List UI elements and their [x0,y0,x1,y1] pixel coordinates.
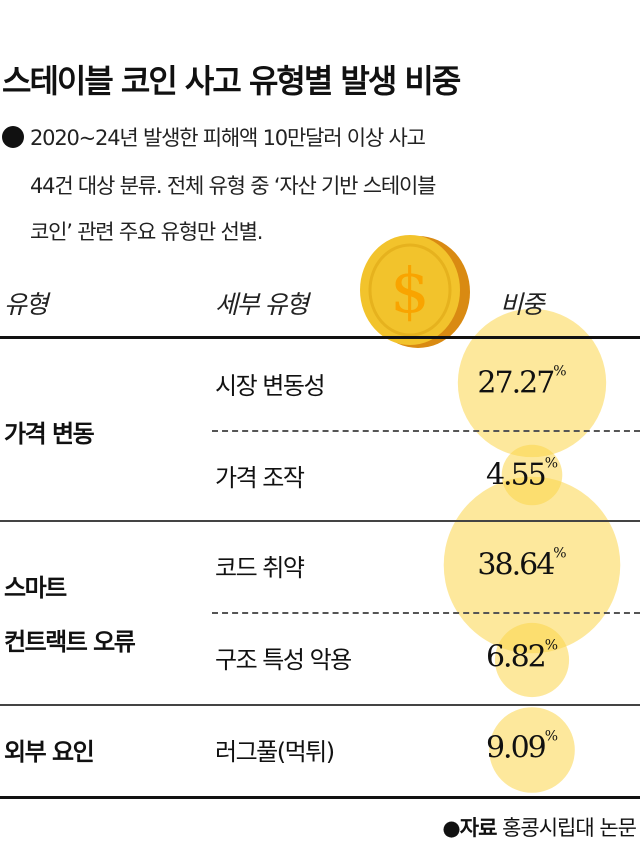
page-title: 스테이블 코인 사고 유형별 발생 비중 [2,62,461,100]
category-label: 외부 요인 [4,738,95,766]
share-value: 9.09% [485,728,559,766]
divider [0,336,640,339]
share-value: 6.82% [485,637,559,675]
subtype-label: 가격 조작 [215,464,305,492]
bullet-icon [2,126,24,148]
share-bubble [494,622,570,698]
divider [0,796,640,799]
source-text: 홍콩시립대 논문 [502,816,637,840]
share-bubble [457,308,607,458]
subtype-label: 구조 특성 악용 [215,646,352,674]
note-line: 코인’ 관련 주요 유형만 선별. [30,220,263,244]
column-header-type: 유형 [4,290,49,319]
subtype-label: 시장 변동성 [215,372,326,400]
column-header-subtype: 세부 유형 [215,290,309,319]
share-bubble [489,707,575,793]
share-value: 4.55% [485,455,559,493]
divider [0,520,640,522]
svg-text:$: $ [390,254,429,327]
divider [212,430,640,432]
subtype-label: 러그풀(먹튀) [215,738,335,766]
subtype-label: 코드 취약 [215,554,305,582]
category-label: 스마트 [4,574,67,602]
share-value: 27.27% [477,363,567,401]
category-label: 컨트랙트 오류 [4,628,136,656]
share-value: 38.64% [477,545,567,583]
column-header-share: 비중 [500,290,545,319]
category-label: 가격 변동 [4,420,95,448]
note-line: 44건 대상 분류. 전체 유형 중 ‘자산 기반 스테이블 [30,174,436,198]
note-line: 2020~24년 발생한 피해액 10만달러 이상 사고 [30,126,426,150]
dollar-coin-icon: $ [360,235,470,348]
source-note: ●자료 홍콩시립대 논문 [442,816,637,840]
divider [212,612,640,614]
source-label: 자료 [459,816,498,840]
divider [0,704,640,706]
